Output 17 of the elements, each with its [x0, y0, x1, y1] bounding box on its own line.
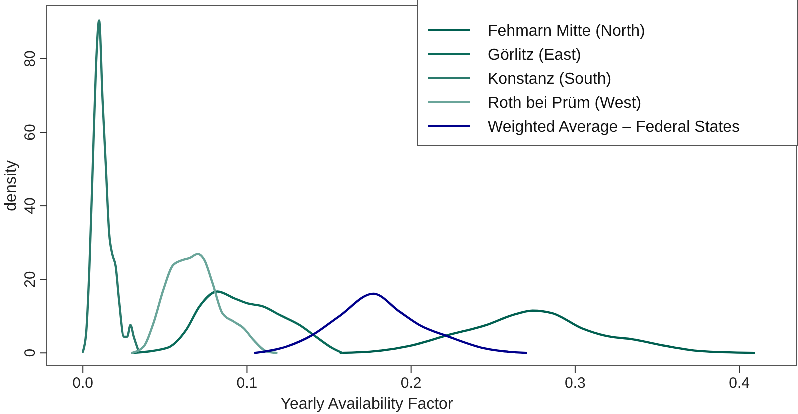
- x-tick-label: 0.0: [72, 375, 94, 392]
- x-tick-label: 0.3: [565, 375, 586, 392]
- y-tick-label: 60: [22, 124, 39, 141]
- y-axis-title: density: [3, 160, 20, 212]
- y-tick-label: 0: [22, 348, 39, 358]
- x-axis-title: Yearly Availability Factor: [280, 396, 454, 413]
- legend-label: Fehmarn Mitte (North): [488, 23, 646, 40]
- y-tick-label: 40: [22, 198, 39, 214]
- x-tick-label: 0.1: [236, 375, 258, 392]
- legend-label: Weighted Average – Federal States: [488, 119, 740, 136]
- y-tick-label: 20: [22, 271, 39, 288]
- legend-label: Görlitz (East): [488, 47, 582, 64]
- legend-label: Konstanz (South): [488, 71, 612, 88]
- x-tick-label: 0.4: [729, 375, 750, 392]
- legend-label: Roth bei Prüm (West): [488, 95, 642, 112]
- x-tick-label: 0.2: [400, 375, 422, 392]
- y-tick-label: 80: [22, 50, 39, 68]
